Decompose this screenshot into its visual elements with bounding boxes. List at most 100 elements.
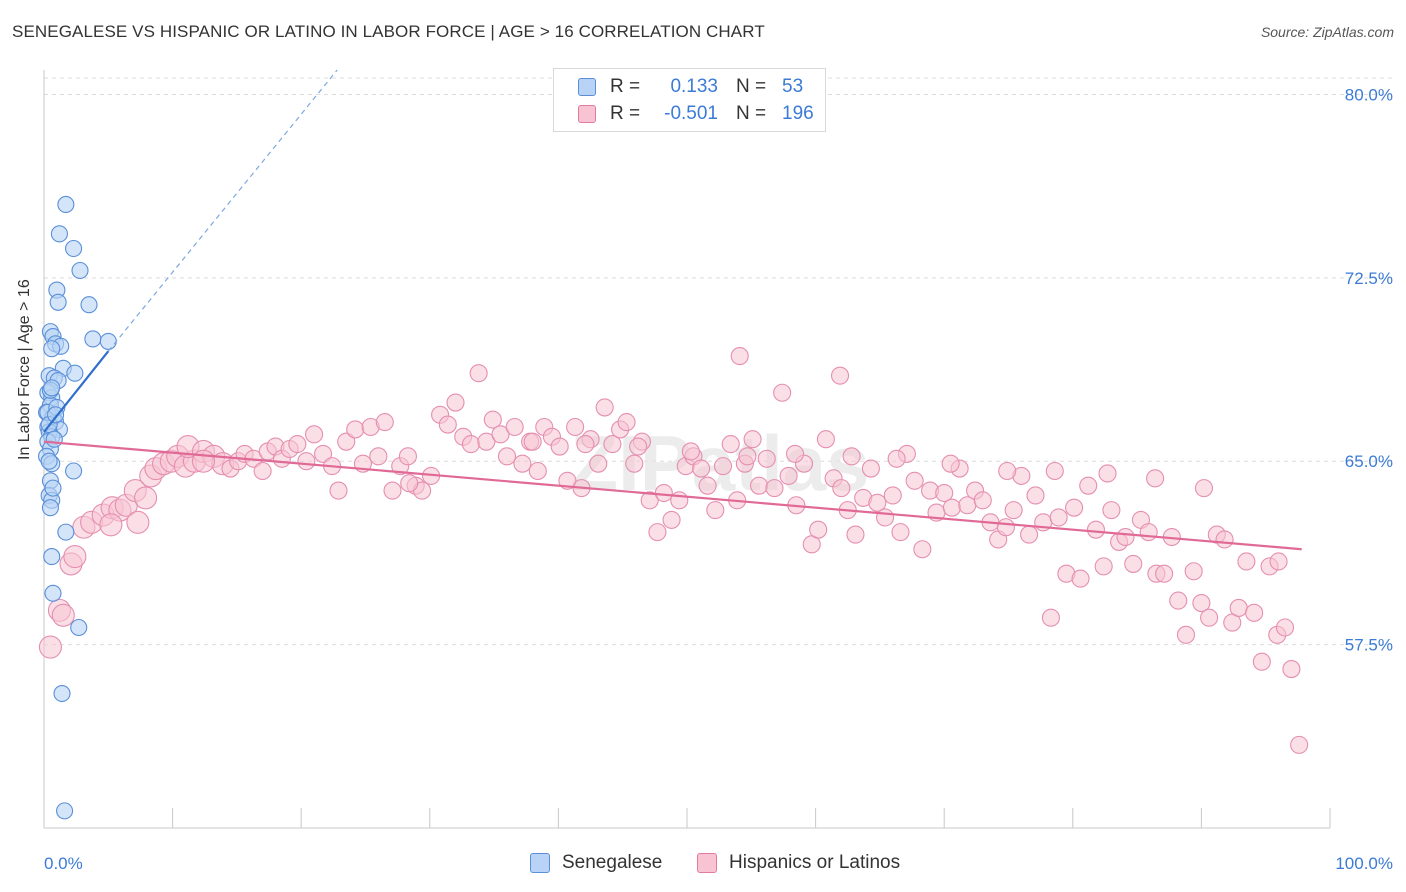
trend-line-hispanic [43,440,1302,551]
data-point-senegalese [56,802,74,820]
grid-lines [44,77,1394,646]
data-point-hispanic [375,413,394,432]
data-point-senegalese [43,548,61,566]
data-point-hispanic [905,471,924,490]
data-point-hispanic [491,425,510,444]
data-point-hispanic [589,454,608,473]
data-point-hispanic [595,398,614,417]
data-point-senegalese [80,296,98,314]
data-point-hispanic [1252,652,1271,671]
data-point-hispanic [913,540,932,559]
legend-swatch-hispanic [697,853,717,873]
data-point-hispanic [51,603,75,627]
data-point-hispanic [883,486,902,505]
data-point-hispanic [1102,501,1121,520]
data-point-hispanic [681,442,700,461]
legend-n-value: 53 [782,76,804,97]
data-point-hispanic [469,364,488,383]
legend-r-value: 0.133 [670,76,718,97]
legend-n-label: N = [736,76,767,97]
data-point-hispanic [1146,469,1165,488]
data-point-hispanic [830,366,850,385]
data-point-hispanic [1275,618,1295,637]
legend-item-hispanic: Hispanics or Latinos [697,852,900,874]
data-point-hispanic [1282,660,1301,679]
source-label: Source: ZipAtlas.com [1260,24,1394,40]
data-point-hispanic [346,420,365,439]
legend-row-senegalese: R = 0.133 N = 53 [554,74,803,100]
series-legend: Senegalese Hispanics or Latinos [0,852,1406,876]
legend-n-value: 196 [782,103,814,124]
data-point-hispanic [1026,486,1045,505]
data-point-senegalese [44,584,62,602]
data-point-hispanic [1139,523,1158,542]
data-point-hispanic [550,437,569,456]
data-point-hispanic [438,415,457,434]
data-point-hispanic [63,545,87,569]
data-point-hispanic [706,501,725,520]
data-point-hispanic [576,435,595,454]
data-point-hispanic [743,430,762,449]
data-point-hispanic [809,520,828,539]
data-point-hispanic [126,510,150,534]
data-point-hispanic [513,454,532,473]
data-point-hispanic [625,454,644,473]
data-point-hispanic [765,479,784,498]
data-point-hispanic [400,474,419,493]
y-tick-label: 57.5% [1345,636,1393,655]
data-point-senegalese [43,379,61,397]
data-point-hispanic [640,491,659,510]
data-point-hispanic [942,498,961,517]
data-point-hispanic [477,432,496,451]
data-point-hispanic [1245,603,1264,622]
data-point-hispanic [935,483,954,503]
data-point-hispanic [1192,593,1211,613]
data-point-hispanic [692,459,711,478]
legend-item-senegalese: Senegalese [530,852,662,874]
data-point-hispanic [1237,552,1256,571]
data-point-hispanic [483,410,502,429]
data-point-hispanic [497,447,517,466]
data-point-hispanic [314,444,333,463]
legend-swatch-senegalese [578,78,596,96]
data-point-hispanic [1071,569,1090,588]
data-point-hispanic [721,435,740,454]
data-point-hispanic [846,525,865,544]
data-point-hispanic [603,435,622,454]
data-point-hispanic [1045,461,1064,481]
data-point-hispanic [816,430,835,449]
data-point-hispanic [773,383,792,402]
data-point-hispanic [832,479,851,498]
data-point-hispanic [1049,508,1068,527]
data-point-hispanic [1269,552,1288,571]
data-point-hispanic [1065,498,1084,517]
data-point-hispanic [1290,735,1309,754]
data-point-hispanic [998,461,1017,481]
data-point-hispanic [887,449,906,468]
data-point-senegalese [49,293,67,311]
stats-legend: R = 0.133 N = 53 R = -0.501 N = 196 [553,68,826,132]
data-point-hispanic [1194,479,1214,498]
data-point-hispanic [1086,520,1105,539]
data-point-hispanic [861,459,880,478]
data-point-hispanic [461,435,481,454]
trend-line-senegalese [43,350,110,433]
data-point-hispanic [1176,625,1196,644]
data-point-hispanic [891,523,910,542]
data-point-hispanic [1020,525,1039,544]
data-point-hispanic [305,425,324,444]
data-point-senegalese [65,462,83,480]
data-point-hispanic [505,417,524,437]
data-point-hispanic [398,447,417,466]
data-point-hispanic [99,513,123,537]
data-point-hispanic [253,461,272,481]
data-point-hispanic [134,486,158,510]
data-point-hispanic [446,393,465,412]
series-senegalese [38,195,117,820]
data-point-senegalese [43,340,61,358]
data-point-hispanic [329,481,348,500]
data-point-hispanic [662,510,681,529]
data-point-hispanic [1229,598,1248,617]
data-point-senegalese [65,239,83,258]
data-point-hispanic [713,457,733,476]
